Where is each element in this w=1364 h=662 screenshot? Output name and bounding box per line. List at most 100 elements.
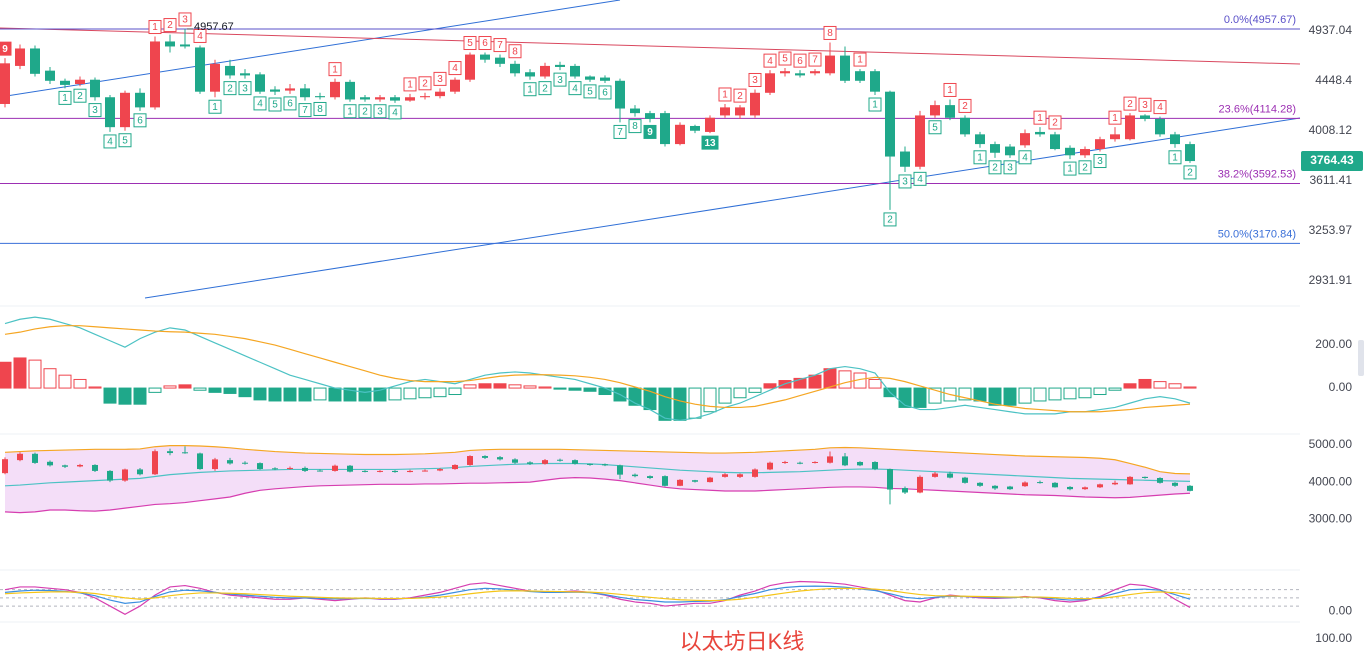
td-label: 4 bbox=[572, 83, 578, 94]
td-box bbox=[193, 28, 207, 43]
candle-body bbox=[1185, 144, 1195, 162]
candle-body bbox=[405, 97, 415, 101]
candle-body bbox=[930, 105, 940, 116]
candle-body bbox=[165, 41, 175, 47]
td-box bbox=[733, 88, 747, 103]
side-tab[interactable] bbox=[1358, 340, 1364, 376]
macd-bar bbox=[748, 387, 762, 393]
td-label: 1 bbox=[857, 55, 863, 66]
candle-body bbox=[392, 470, 398, 473]
macd-bar bbox=[703, 387, 717, 413]
td-label: 2 bbox=[962, 101, 968, 112]
candle-body bbox=[750, 92, 760, 116]
candle-body bbox=[480, 54, 490, 60]
macd-bar bbox=[253, 387, 267, 401]
candle-body bbox=[1005, 146, 1015, 156]
macd-bar bbox=[1018, 387, 1032, 404]
td-box bbox=[463, 36, 477, 51]
td-box bbox=[1033, 110, 1047, 125]
macd-bar bbox=[958, 387, 972, 401]
macd-line bbox=[4, 325, 1191, 413]
td-box bbox=[701, 135, 719, 150]
candle-body bbox=[105, 97, 115, 128]
macd-bar bbox=[43, 368, 57, 389]
td-label: 6 bbox=[797, 56, 803, 67]
macd-bar bbox=[1063, 387, 1077, 400]
band-fill bbox=[5, 445, 1190, 513]
td-box bbox=[238, 81, 252, 96]
td-label: 9 bbox=[647, 127, 653, 138]
macd-bar bbox=[1048, 387, 1062, 401]
macd-bar bbox=[208, 387, 222, 393]
td-box bbox=[583, 84, 597, 99]
candle-body bbox=[180, 44, 190, 47]
td-label: 4 bbox=[392, 107, 398, 118]
td-box bbox=[328, 62, 342, 77]
candle-body bbox=[152, 451, 158, 475]
macd-bar bbox=[223, 387, 237, 394]
candle-body bbox=[182, 452, 188, 454]
candle-body bbox=[840, 55, 850, 81]
macd-bar bbox=[928, 387, 942, 404]
td-label: 1 bbox=[152, 22, 158, 33]
candle-body bbox=[285, 88, 295, 91]
band-line bbox=[4, 477, 1191, 514]
candle-body bbox=[915, 115, 925, 167]
candle-body bbox=[347, 465, 353, 472]
td-box bbox=[718, 87, 732, 102]
td-label: 4 bbox=[452, 63, 458, 74]
candle-body bbox=[1037, 482, 1043, 484]
candle-body bbox=[1172, 482, 1178, 486]
candle-body bbox=[1065, 147, 1075, 156]
td-label: 1 bbox=[872, 100, 878, 111]
td-label: 1 bbox=[332, 64, 338, 75]
candle-body bbox=[1127, 476, 1133, 485]
macd-bar bbox=[1033, 387, 1047, 402]
td-box bbox=[73, 88, 87, 103]
macd-bar bbox=[718, 387, 732, 404]
candle-body bbox=[1095, 139, 1105, 150]
watermark: 以太坊日K线 bbox=[680, 629, 805, 654]
td-box bbox=[1093, 154, 1107, 169]
y-tick-label: 4448.4 bbox=[1315, 73, 1352, 87]
y-tick-label: 100.00 bbox=[1315, 631, 1352, 645]
td-label: 3 bbox=[902, 177, 908, 188]
td-box bbox=[1123, 96, 1137, 111]
candle-body bbox=[945, 105, 955, 118]
macd-bar bbox=[418, 387, 432, 399]
candle-body bbox=[690, 125, 700, 131]
kdj-line bbox=[4, 585, 1191, 604]
candle-body bbox=[45, 70, 55, 81]
candle-body bbox=[780, 71, 790, 74]
td-box bbox=[403, 77, 417, 92]
candle-body bbox=[705, 117, 715, 132]
td-box bbox=[478, 36, 492, 51]
td-label: 6 bbox=[287, 99, 293, 110]
candle-body bbox=[1007, 486, 1013, 490]
macd-bar bbox=[178, 384, 192, 389]
candle-body bbox=[630, 108, 640, 114]
td-label: 4 bbox=[197, 31, 203, 42]
td-label: 2 bbox=[1127, 99, 1133, 110]
candle-body bbox=[1067, 486, 1073, 490]
td-box bbox=[253, 96, 267, 111]
trend-line bbox=[144, 117, 1301, 299]
td-label: 4 bbox=[107, 137, 113, 148]
candle-body bbox=[467, 456, 473, 465]
candle-body bbox=[452, 464, 458, 470]
td-label: 3 bbox=[377, 106, 383, 117]
td-label: 5 bbox=[467, 38, 473, 49]
candle-body bbox=[315, 96, 325, 98]
td-label: 5 bbox=[587, 87, 593, 98]
candle-body bbox=[422, 470, 428, 472]
td-box bbox=[1003, 160, 1017, 175]
macd-bar bbox=[463, 384, 477, 389]
candle-body bbox=[602, 464, 608, 466]
td-box bbox=[358, 104, 372, 119]
candle-body bbox=[752, 469, 758, 477]
td-label: 2 bbox=[362, 106, 368, 117]
td-box bbox=[1138, 97, 1152, 112]
y-tick-label: 0.00 bbox=[1329, 604, 1353, 618]
macd-bar bbox=[1108, 387, 1122, 391]
td-label: 3 bbox=[92, 105, 98, 116]
